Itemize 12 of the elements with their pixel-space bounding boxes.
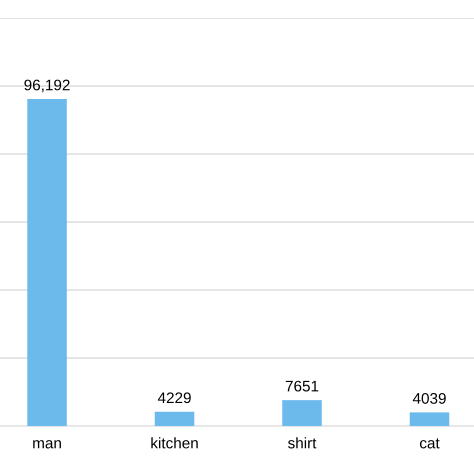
bar [282, 400, 322, 426]
x-tick-label: kitchen [151, 437, 198, 448]
data-label: 7651 [286, 380, 318, 392]
bar [410, 412, 450, 426]
x-tick-label: shirt [288, 437, 316, 448]
data-label: 4039 [412, 392, 446, 404]
x-tick-label: man [33, 440, 61, 448]
data-label: 96,192 [24, 80, 70, 92]
bar [27, 98, 67, 426]
x-tick-label: cat [420, 438, 440, 448]
bar [154, 412, 194, 426]
data-label: 4229 [158, 392, 191, 404]
